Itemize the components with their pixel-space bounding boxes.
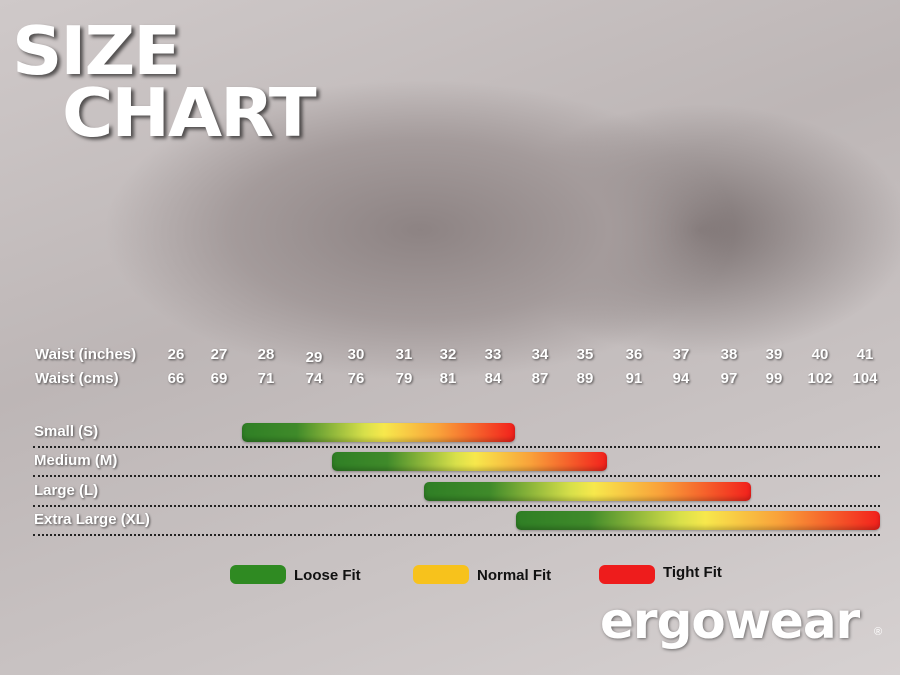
waist-cm-value: 102 <box>807 370 833 387</box>
waist-inch-value: 35 <box>576 346 594 363</box>
waist-inch-value: 40 <box>811 346 829 363</box>
size-label: Large (L) <box>34 482 99 499</box>
row-label-cms: Waist (cms) <box>35 370 119 387</box>
waist-cm-value: 71 <box>257 370 275 387</box>
legend-label: Loose Fit <box>294 567 361 584</box>
waist-inch-value: 29 <box>305 349 323 366</box>
ergowear-logo: ergowear <box>600 592 860 650</box>
waist-inch-value: 34 <box>531 346 549 363</box>
size-range-bar <box>242 423 515 442</box>
size-range-bar <box>516 511 880 530</box>
size-range-bar <box>332 452 607 471</box>
waist-cm-value: 76 <box>347 370 365 387</box>
waist-cm-value: 91 <box>625 370 643 387</box>
row-label-inches: Waist (inches) <box>35 346 137 363</box>
size-label: Small (S) <box>34 423 99 440</box>
waist-inch-value: 37 <box>672 346 690 363</box>
waist-cm-value: 104 <box>852 370 878 387</box>
row-divider <box>33 446 880 448</box>
legend-swatch <box>230 565 286 584</box>
waist-inch-value: 41 <box>856 346 874 363</box>
waist-inch-value: 33 <box>484 346 502 363</box>
size-label: Medium (M) <box>34 452 118 469</box>
waist-inch-value: 30 <box>347 346 365 363</box>
waist-inch-value: 28 <box>257 346 275 363</box>
size-range-bar <box>424 482 751 501</box>
waist-cm-value: 97 <box>720 370 738 387</box>
row-divider <box>33 505 880 507</box>
waist-inch-value: 31 <box>395 346 413 363</box>
waist-inch-value: 27 <box>210 346 228 363</box>
size-label: Extra Large (XL) <box>34 511 150 528</box>
waist-inch-value: 26 <box>167 346 185 363</box>
waist-cm-value: 66 <box>167 370 185 387</box>
waist-inch-value: 32 <box>439 346 457 363</box>
waist-cm-value: 74 <box>305 370 323 387</box>
legend-label: Normal Fit <box>477 567 552 584</box>
waist-cm-value: 79 <box>395 370 413 387</box>
legend-swatch <box>599 565 655 584</box>
legend-label: Tight Fit <box>663 564 722 581</box>
waist-cm-value: 87 <box>531 370 549 387</box>
legend-swatch <box>413 565 469 584</box>
row-divider <box>33 534 880 536</box>
row-divider <box>33 475 880 477</box>
waist-cm-value: 81 <box>439 370 457 387</box>
title-size: SIZE <box>12 12 181 90</box>
waist-cm-value: 89 <box>576 370 594 387</box>
waist-inch-value: 38 <box>720 346 738 363</box>
waist-inch-value: 36 <box>625 346 643 363</box>
title-chart: CHART <box>62 74 317 152</box>
waist-cm-value: 94 <box>672 370 690 387</box>
waist-cm-value: 99 <box>765 370 783 387</box>
waist-inch-value: 39 <box>765 346 783 363</box>
waist-cm-value: 84 <box>484 370 502 387</box>
waist-cm-value: 69 <box>210 370 228 387</box>
registered-mark: ® <box>874 626 883 638</box>
